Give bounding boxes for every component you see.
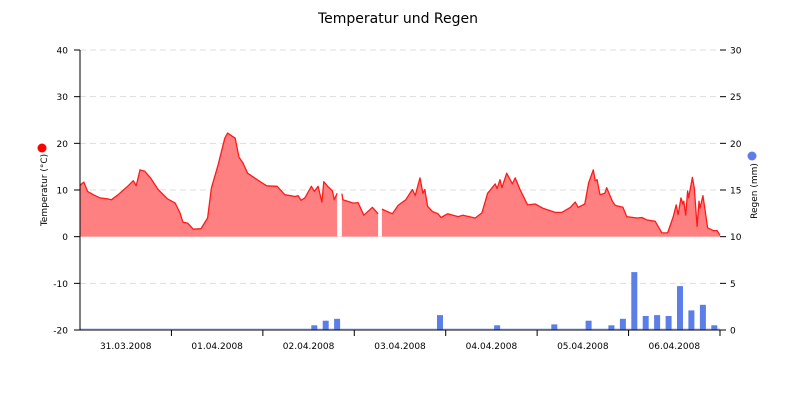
rain-bar xyxy=(334,318,341,330)
rain-bar xyxy=(322,320,329,330)
rain-bar xyxy=(437,315,443,330)
x-tick-label: 04.04.2008 xyxy=(466,342,518,352)
left-tick-label: 0 xyxy=(62,233,68,243)
rain-bar xyxy=(311,325,318,330)
x-tick-label: 02.04.2008 xyxy=(283,342,335,352)
rain-bar xyxy=(654,315,661,330)
right-tick-label: 20 xyxy=(730,140,742,150)
rain-bar xyxy=(642,316,649,330)
rain-legend-dot xyxy=(747,151,757,161)
rain-bar xyxy=(585,320,592,330)
rain-bar xyxy=(619,318,626,330)
temperature-area xyxy=(79,132,721,237)
right-tick-label: 25 xyxy=(730,93,741,103)
axes: -20 0 -10 5 0 10 10 15 20 20 30 25 40 30 31.03.2008 01.… xyxy=(53,47,741,353)
temperature-line xyxy=(341,193,379,216)
right-axis-label: Regen (mm) xyxy=(750,163,760,219)
temperature-fill xyxy=(80,133,338,237)
right-tick-label: 10 xyxy=(730,233,742,243)
rain-bar xyxy=(631,272,638,330)
rain-bars xyxy=(80,272,720,330)
rain-bar xyxy=(677,286,683,330)
temperature-line xyxy=(381,169,721,236)
left-tick-label: 10 xyxy=(57,187,69,197)
rain-bar xyxy=(494,325,501,330)
temperature-fill xyxy=(381,169,720,237)
right-tick-label: 30 xyxy=(730,47,742,57)
temperature-fill xyxy=(341,193,379,237)
right-tick-label: 5 xyxy=(730,280,736,290)
temperature-legend-dot xyxy=(37,143,47,153)
rain-bar xyxy=(551,324,558,330)
right-axis-title: Regen (mm) xyxy=(747,151,760,219)
left-axis-label: Temperatur (°C) xyxy=(40,154,50,227)
left-tick-label: 40 xyxy=(57,47,69,57)
x-tick-label: 01.04.2008 xyxy=(191,342,243,352)
x-tick-label: 03.04.2008 xyxy=(374,342,426,352)
rain-bar xyxy=(608,325,615,330)
chart-title: Temperatur und Regen xyxy=(317,11,478,27)
rain-bar xyxy=(688,310,695,330)
left-tick-label: 20 xyxy=(57,140,69,150)
grid-lines xyxy=(80,49,720,284)
temperature-line xyxy=(79,132,338,230)
left-tick-label: -20 xyxy=(53,327,68,337)
left-tick-label: 30 xyxy=(57,93,69,103)
x-tick-label: 05.04.2008 xyxy=(557,342,609,352)
rain-bar xyxy=(711,325,718,330)
x-tick-label: 06.04.2008 xyxy=(649,342,701,352)
rain-bar xyxy=(699,304,706,330)
left-axis-title: Temperatur (°C) xyxy=(37,143,50,227)
right-tick-label: 0 xyxy=(730,327,736,337)
x-tick-label: 31.03.2008 xyxy=(100,342,152,352)
left-tick-label: -10 xyxy=(53,280,68,290)
right-tick-label: 15 xyxy=(730,187,741,197)
rain-bar xyxy=(665,316,672,330)
